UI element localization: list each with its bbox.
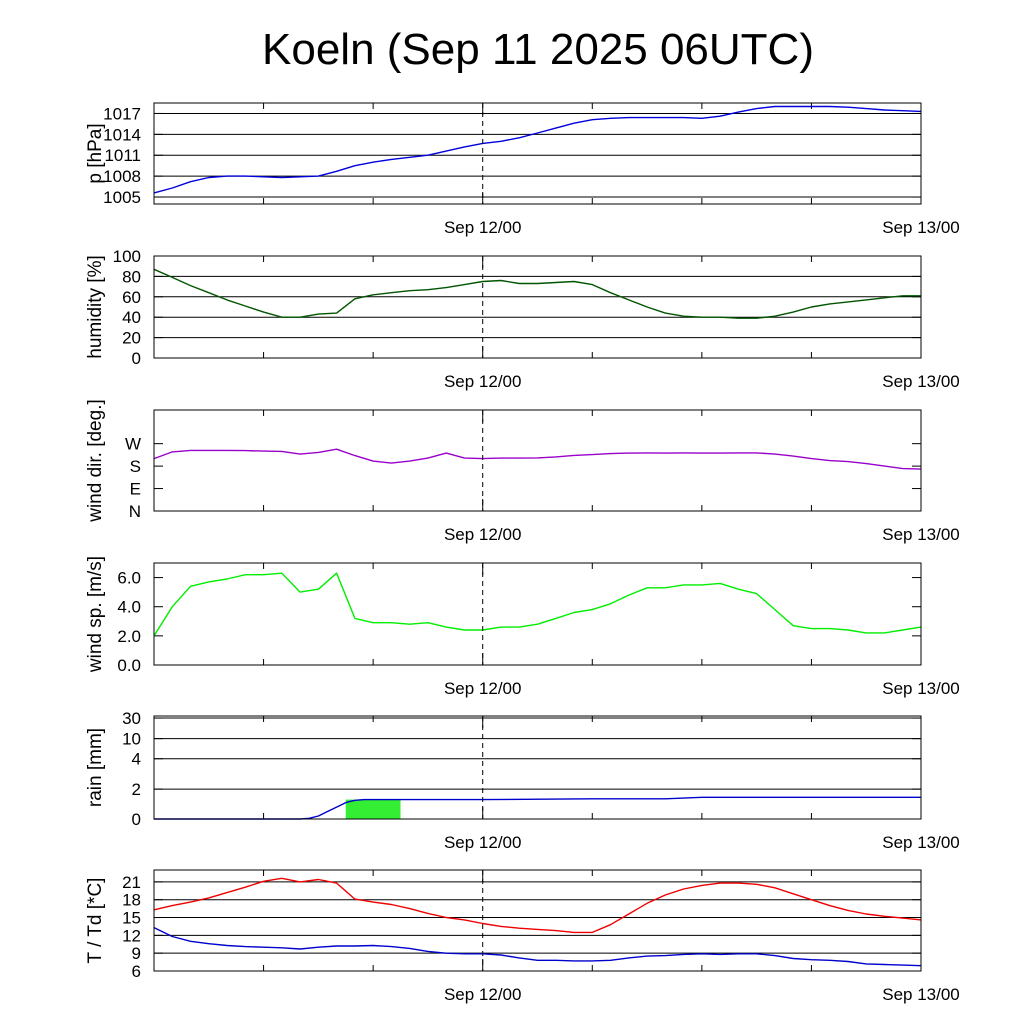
y-tick-label: W	[125, 435, 141, 454]
x-tick-label: Sep 13/00	[882, 679, 960, 698]
x-tick-label: Sep 13/00	[882, 833, 960, 852]
panel-frame	[153, 102, 922, 205]
panel-frame	[153, 715, 922, 820]
y-axis-label: p [hPa]	[85, 123, 106, 183]
y-tick-label: 4.0	[117, 598, 141, 617]
series-line-5-0	[153, 877, 922, 934]
y-tick-label: 60	[122, 288, 141, 307]
y-tick-label: 100	[113, 247, 141, 266]
y-tick-label: 1008	[103, 167, 141, 186]
y-tick-label: S	[130, 457, 141, 476]
series-line-2-0	[153, 448, 922, 470]
y-tick-label: 10	[122, 730, 141, 749]
y-tick-label: 6	[132, 962, 141, 981]
y-tick-label: 40	[122, 308, 141, 327]
rain-bar	[345, 799, 401, 819]
x-tick-label: Sep 12/00	[444, 679, 522, 698]
y-tick-label: 0	[132, 810, 141, 829]
x-tick-label: Sep 12/00	[444, 525, 522, 544]
series-line-5-1	[153, 926, 922, 967]
y-tick-label: 2	[132, 780, 141, 799]
series-line-4-0	[154, 796, 921, 820]
x-tick-label: Sep 13/00	[882, 985, 960, 1004]
y-tick-label: 6.0	[117, 569, 141, 588]
chart-title: Koeln (Sep 11 2025 06UTC)	[262, 25, 814, 74]
y-axis-label: humidity [%]	[85, 255, 106, 358]
x-tick-label: Sep 12/00	[444, 833, 522, 852]
y-tick-label: 9	[132, 944, 141, 963]
y-tick-label: 0.0	[117, 656, 141, 675]
series-line-1-0	[153, 268, 921, 319]
y-axis-label: rain [mm]	[85, 728, 106, 807]
y-tick-label: 20	[122, 329, 141, 348]
series-line-3-0	[153, 572, 922, 637]
y-axis-label: wind dir. [deg.]	[85, 399, 106, 523]
y-tick-label: 12	[122, 926, 141, 945]
y-tick-label: N	[129, 502, 141, 521]
y-tick-label: 1014	[103, 125, 141, 144]
panel-frame	[153, 255, 922, 359]
y-tick-label: 30	[122, 709, 141, 728]
series-line-0-0	[153, 105, 922, 194]
y-tick-label: 1017	[103, 104, 141, 123]
y-axis-label: T / Td [*C]	[85, 878, 106, 964]
y-tick-label: E	[130, 480, 141, 499]
panel-frame	[153, 869, 922, 972]
panel-frame	[153, 562, 922, 666]
x-tick-label: Sep 12/00	[444, 985, 522, 1004]
y-tick-label: 15	[122, 909, 141, 928]
x-tick-label: Sep 13/00	[882, 525, 960, 544]
y-tick-label: 2.0	[117, 627, 141, 646]
y-tick-label: 4	[132, 750, 141, 769]
x-tick-label: Sep 12/00	[444, 372, 522, 391]
x-tick-label: Sep 13/00	[882, 218, 960, 237]
x-tick-label: Sep 12/00	[444, 218, 522, 237]
panel-frame	[153, 409, 922, 512]
y-tick-label: 1005	[103, 188, 141, 207]
y-tick-label: 21	[122, 873, 141, 892]
y-tick-label: 0	[132, 349, 141, 368]
y-tick-label: 18	[122, 891, 141, 910]
y-tick-label: 1011	[104, 146, 141, 165]
y-tick-label: 80	[122, 267, 141, 286]
y-axis-label: wind sp. [m/s]	[85, 556, 106, 673]
x-tick-label: Sep 13/00	[882, 372, 960, 391]
